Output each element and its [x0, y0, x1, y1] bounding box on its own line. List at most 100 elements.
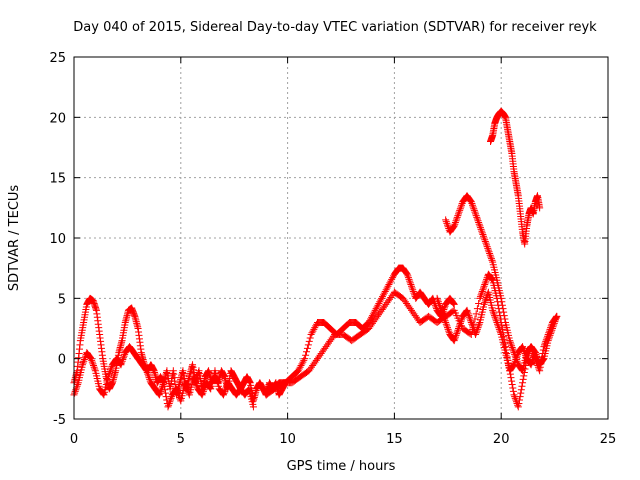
data-point — [174, 390, 182, 398]
y-tick-label: 25 — [49, 51, 66, 66]
data-point — [511, 359, 519, 367]
y-tick-label: 15 — [49, 172, 66, 187]
data-point — [310, 325, 318, 333]
data-point — [480, 284, 488, 292]
data-point — [450, 222, 458, 230]
data-point — [159, 381, 167, 389]
data-point — [455, 208, 463, 216]
data-point — [517, 386, 525, 394]
data-point — [484, 290, 492, 298]
chart-title: Day 040 of 2015, Sidereal Day-to-day VTE… — [73, 20, 597, 35]
data-point — [546, 331, 554, 339]
data-point — [193, 381, 201, 389]
data-point — [297, 362, 305, 370]
data-point — [456, 321, 464, 329]
data-point — [378, 294, 386, 302]
data-point — [452, 217, 460, 225]
data-point — [245, 386, 253, 394]
data-point — [144, 370, 152, 378]
data-point — [300, 356, 308, 364]
data-point — [519, 379, 527, 387]
data-point — [473, 305, 481, 313]
data-point — [296, 363, 304, 371]
data-point — [488, 275, 496, 283]
data-point — [544, 337, 552, 345]
data-point — [443, 219, 451, 227]
data-point — [536, 367, 544, 375]
data-point — [481, 299, 489, 307]
data-point — [486, 250, 494, 258]
data-point — [469, 203, 477, 211]
data-point — [141, 365, 149, 373]
data-point — [437, 306, 445, 314]
data-point — [545, 333, 553, 341]
data-point — [528, 357, 536, 365]
data-point — [308, 329, 316, 337]
data-point — [403, 270, 411, 278]
data-point — [492, 315, 500, 323]
data-point — [200, 386, 208, 394]
data-point — [500, 308, 508, 316]
data-point — [480, 300, 488, 308]
data-point — [514, 401, 522, 409]
data-point — [519, 375, 527, 383]
data-point — [99, 390, 107, 398]
data-points — [70, 107, 561, 411]
data-point — [458, 201, 466, 209]
data-point — [481, 236, 489, 244]
data-point — [79, 359, 87, 367]
data-point — [453, 330, 461, 338]
data-point — [469, 201, 477, 209]
data-point — [405, 275, 413, 283]
data-point — [506, 337, 514, 345]
data-point — [377, 296, 385, 304]
data-point — [409, 287, 417, 295]
data-point — [165, 399, 173, 407]
data-point — [117, 361, 125, 369]
data-point — [450, 337, 458, 345]
data-point — [118, 359, 126, 367]
x-tick-label: 20 — [493, 432, 510, 447]
data-point — [433, 294, 441, 302]
data-point — [483, 243, 491, 251]
data-point — [468, 320, 476, 328]
data-point — [143, 367, 151, 375]
data-point — [516, 396, 524, 404]
data-point — [299, 358, 307, 366]
data-point — [307, 331, 315, 339]
data-point — [531, 350, 539, 358]
y-tick-label: 20 — [49, 111, 66, 126]
data-point — [104, 373, 112, 381]
data-point — [90, 362, 98, 370]
data-point — [173, 387, 181, 395]
data-point — [498, 298, 506, 306]
data-point — [478, 287, 486, 295]
y-tick-label: 0 — [58, 353, 66, 368]
data-point — [119, 354, 127, 362]
data-point — [375, 300, 383, 308]
data-point — [441, 317, 449, 325]
data-point — [407, 281, 415, 289]
data-point — [191, 378, 199, 386]
data-point — [374, 301, 382, 309]
data-point — [499, 305, 507, 313]
data-point — [90, 363, 98, 371]
data-point — [404, 272, 412, 280]
data-point — [406, 279, 414, 287]
data-point — [517, 389, 525, 397]
series-track-a — [70, 294, 289, 405]
data-point — [87, 355, 95, 363]
data-point — [489, 308, 497, 316]
data-point — [500, 312, 508, 320]
data-point — [507, 374, 515, 382]
data-point — [464, 310, 472, 318]
data-point — [71, 387, 79, 395]
data-point — [491, 313, 499, 321]
data-point — [449, 299, 457, 307]
data-point — [442, 318, 450, 326]
data-point — [482, 277, 490, 285]
data-point — [508, 381, 516, 389]
data-point — [528, 359, 536, 367]
data-point — [465, 312, 473, 320]
data-point — [509, 345, 517, 353]
